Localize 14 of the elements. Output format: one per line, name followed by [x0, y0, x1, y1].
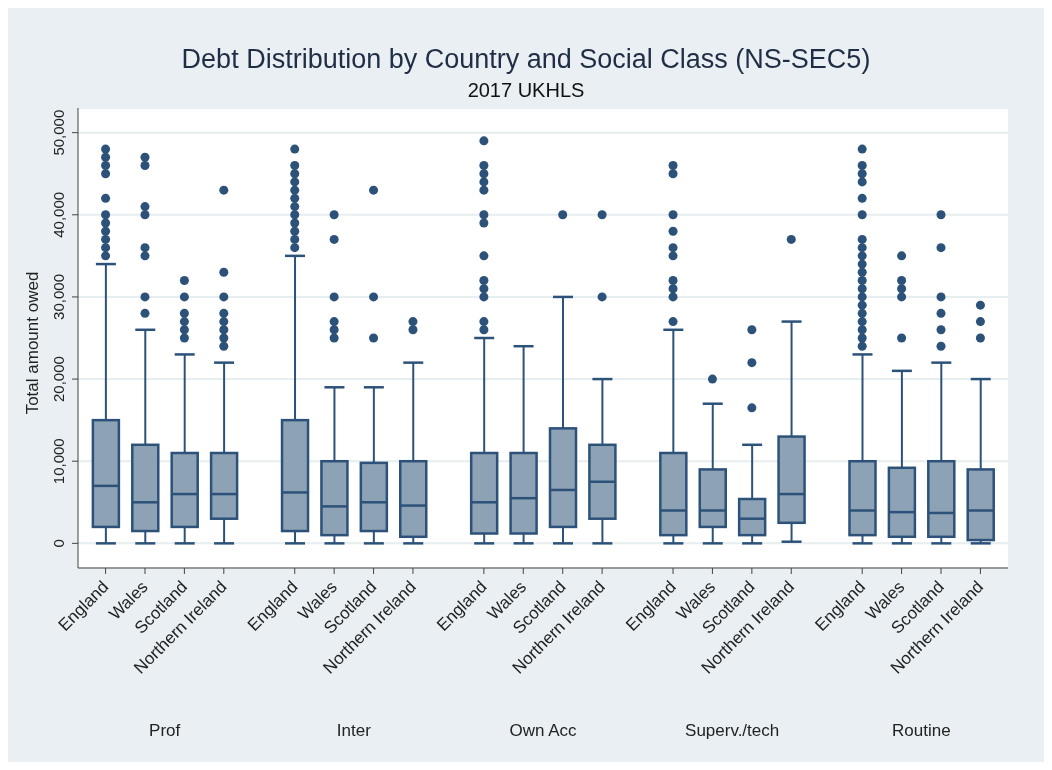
- y-tick-label: 20,000: [50, 356, 67, 403]
- text: Routine: [892, 721, 951, 740]
- y-tick-label: 30,000: [50, 273, 67, 320]
- text: Prof: [149, 721, 181, 740]
- chart-title: Debt Distribution by Country and Social Class (NS-SEC5): [180, 43, 872, 75]
- y-tick-label: 50,000: [50, 109, 67, 156]
- chart-subtitle: 2017 UKHLS: [466, 79, 586, 102]
- y-axis-title: Total amount owed: [23, 271, 43, 415]
- y-tick-label: 0: [50, 539, 67, 548]
- y-tick-label: 10,000: [50, 438, 67, 485]
- text: Superv./tech: [685, 721, 780, 740]
- text: Inter: [336, 721, 372, 740]
- y-tick-label: 40,000: [50, 191, 67, 238]
- text: Own Acc: [509, 721, 578, 740]
